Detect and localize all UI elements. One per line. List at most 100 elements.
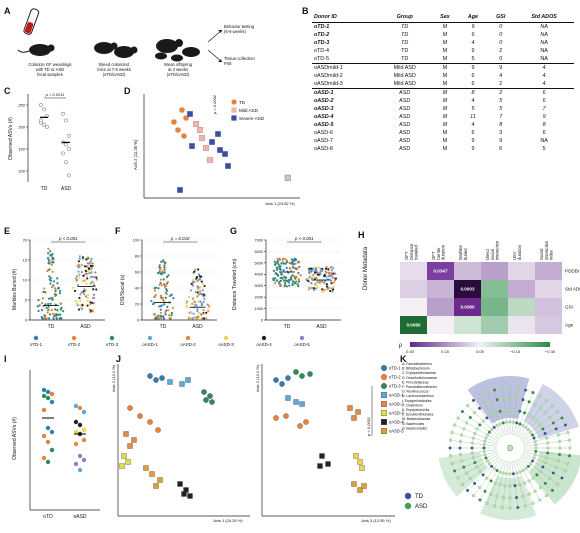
k-node [556, 459, 560, 463]
e-point [83, 288, 86, 291]
e-point [78, 255, 81, 258]
k-node [560, 416, 564, 420]
g-point [297, 271, 300, 275]
panel-label-a: A [4, 6, 11, 16]
e-point [50, 263, 53, 266]
f-point [202, 309, 205, 312]
g-point [276, 261, 280, 264]
f-point [189, 289, 193, 292]
table-row: oASDmild-2 Mild ASD M 6 4 4 [312, 72, 574, 80]
k-node [498, 409, 502, 413]
k-taxon-label: D: Desulfovibrionaceae [402, 376, 437, 380]
table-cell: 5 [499, 98, 503, 104]
f-point [206, 303, 209, 306]
outcome-tissue: Tissue collection P45 [224, 56, 255, 66]
d-point-severe [284, 174, 291, 181]
f-point [201, 289, 204, 292]
k-node [465, 421, 469, 425]
table-cell: 9 [471, 65, 475, 71]
g-point [276, 274, 280, 277]
k-node [515, 471, 519, 475]
f-point [197, 273, 201, 276]
k-node [489, 400, 493, 404]
k-node [551, 421, 555, 425]
f-point [195, 304, 198, 307]
k-node [478, 406, 482, 410]
h-column-label: Socialinteractionindex [539, 240, 554, 260]
k-legend-label: ASD [415, 504, 428, 510]
j-point [273, 415, 279, 421]
c-point [67, 133, 71, 138]
k-node [458, 446, 462, 450]
g-point [288, 284, 291, 287]
e-point [47, 252, 50, 255]
k-node [541, 465, 545, 469]
f-point [153, 295, 157, 298]
f-point [191, 317, 194, 320]
e-point [92, 293, 96, 296]
i-point [41, 387, 47, 393]
k-node [543, 481, 547, 485]
j-point [209, 399, 215, 405]
e-point [82, 290, 85, 293]
table-cell: 7 [499, 114, 503, 120]
g-point [285, 259, 289, 262]
i-point [49, 429, 55, 435]
j-point [355, 409, 361, 415]
i-point [45, 389, 51, 395]
table-row: oTD-3 TD M 4 0 NA [312, 39, 574, 47]
f-point [187, 295, 191, 299]
k-taxon-label: H: Lachnoclostridium [402, 394, 434, 398]
f-point [170, 311, 173, 315]
j-legend-label: oASD-3 [389, 411, 404, 416]
e-point [92, 302, 95, 305]
j-point [157, 477, 163, 483]
k-node [556, 409, 560, 413]
g-point [298, 265, 301, 269]
c-point [42, 122, 46, 127]
table-cell: Mild ASD [393, 73, 416, 79]
j-legend-marker [381, 383, 387, 389]
e-point [87, 270, 90, 273]
g-point [325, 265, 328, 269]
k-node [460, 433, 464, 437]
j-legend-marker [381, 428, 387, 434]
table-cell: M [442, 130, 448, 136]
k-node [503, 484, 507, 488]
k-node [516, 387, 520, 391]
d-point-severe [225, 163, 231, 169]
c-point [61, 151, 65, 156]
k-node [498, 422, 502, 426]
h-column-label: OFTCenterduration [431, 244, 446, 260]
e-point [48, 268, 51, 271]
e-point [72, 286, 75, 289]
k-node [471, 494, 475, 498]
k-node [521, 494, 525, 498]
k-node [466, 488, 470, 492]
k-node [456, 476, 460, 480]
k-node [558, 446, 562, 450]
e-point [45, 306, 48, 309]
panel-label-h: H [358, 230, 365, 240]
table-cell: NA [514, 55, 574, 64]
i-point [45, 425, 51, 431]
d-point-mild [206, 156, 213, 163]
e-point [38, 304, 41, 307]
f-point [157, 287, 160, 290]
k-node [554, 465, 558, 469]
k-taxon-label: N: Bacteroides [402, 422, 425, 426]
g-point [275, 279, 278, 282]
g-point [275, 272, 278, 276]
step1-caption: Colonize GF weanlings with TD or ASD fecal… [28, 62, 72, 77]
e-point [92, 296, 95, 299]
g-point [327, 286, 330, 289]
panel-label-d: D [124, 86, 131, 96]
table-header: Group [378, 12, 432, 23]
d-point-mild [198, 135, 205, 142]
e-point [47, 259, 51, 262]
e-point [83, 265, 87, 268]
g-point [333, 279, 337, 282]
j-point [121, 453, 127, 459]
f-point [165, 309, 168, 312]
chart-i: oTD oASD [29, 370, 100, 520]
